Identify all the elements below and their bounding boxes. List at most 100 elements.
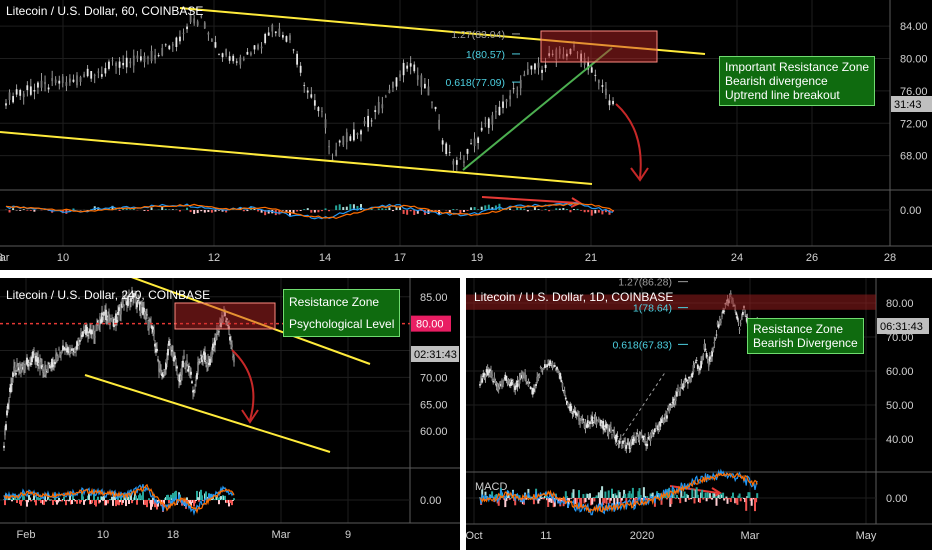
macd-histogram-bar [604, 491, 607, 498]
macd-histogram-bar [540, 498, 543, 500]
candle-body [274, 31, 277, 34]
macd-histogram-bar [384, 208, 387, 210]
candle-body [550, 364, 553, 366]
candle-body [349, 136, 352, 141]
macd-histogram-bar [514, 498, 517, 506]
candle-body [413, 64, 416, 72]
macd-histogram-bar [532, 498, 535, 505]
macd-histogram-bar [484, 491, 487, 498]
macd-histogram-bar [729, 498, 732, 503]
candle-body [491, 374, 493, 377]
macd-histogram-bar [685, 493, 688, 498]
macd-histogram-bar [142, 491, 144, 500]
candle-body [221, 53, 224, 58]
macd-histogram-bar [702, 498, 705, 500]
candle-body [246, 51, 249, 55]
candle-body [573, 45, 575, 48]
candle-body [338, 140, 341, 143]
chart-60m-svg[interactable]: 1.27(83.04) 1(80.57) 0.618(77.09) 84.00 80.0… [0, 0, 932, 270]
candle-body [531, 388, 534, 395]
macd-histogram-bar [122, 500, 124, 503]
candle-body [79, 340, 81, 342]
macd-histogram-bar [68, 500, 70, 502]
macd-histogram-bar [200, 210, 203, 212]
candle-body [704, 348, 707, 351]
candle-body [72, 79, 75, 82]
candle-body [60, 353, 62, 355]
candle-body [58, 80, 61, 84]
candle-body [591, 416, 594, 425]
candle-body [83, 74, 85, 78]
macd-histogram-bar [72, 208, 75, 210]
macd-histogram-bar [724, 498, 727, 499]
annotation-box: Important Resistance Zone Bearish diverg… [719, 56, 876, 106]
candle-body [566, 400, 568, 405]
candle-body [722, 310, 724, 314]
candle-body [186, 26, 188, 30]
price-tag: 31:43 [894, 99, 922, 111]
candle-body [541, 369, 544, 371]
candle-body [523, 74, 526, 77]
candle-body [25, 362, 27, 366]
macd-histogram-bar [395, 206, 398, 210]
candle-body [138, 301, 140, 302]
candle-body [151, 325, 153, 329]
candle-body [367, 115, 369, 128]
candle-body [612, 100, 614, 105]
candle-body [558, 48, 561, 55]
chart-240m-svg[interactable]: 80.0085.0075.0070.0065.0060.000.00Feb101… [0, 278, 460, 550]
candle-body [93, 330, 95, 339]
candle-body [18, 367, 20, 371]
candle-body [572, 411, 575, 413]
candle-body [517, 382, 520, 384]
macd-histogram-bar [399, 206, 402, 210]
candle-body [578, 414, 580, 421]
candle-body [61, 76, 64, 84]
macd-histogram-bar [120, 495, 122, 500]
macd-histogram-bar [627, 493, 630, 498]
candle-body [558, 373, 561, 376]
macd-histogram-bar [260, 210, 263, 213]
chart-1d-svg[interactable]: 1.27(86.28) 1(78.64) 0.618(67.83) MACD 80.00… [466, 278, 932, 550]
candle-body [90, 329, 92, 335]
candle-body [69, 347, 71, 354]
candle-body [652, 432, 655, 435]
candle-body [740, 317, 743, 320]
candle-body [568, 406, 570, 408]
macd-histogram-bar [217, 497, 219, 500]
candle-body [562, 54, 565, 59]
candle-body [242, 59, 245, 60]
annotation-text: Resistance Zone [289, 295, 380, 309]
candle-body [144, 311, 146, 314]
candle-body [173, 357, 175, 362]
candle-body [721, 315, 723, 317]
candle-body [540, 367, 543, 372]
candle-body [29, 360, 31, 362]
y-tick-label: 85.00 [420, 292, 448, 304]
macd-histogram-bar [33, 210, 36, 212]
macd-histogram-bar [420, 210, 423, 211]
candle-body [206, 363, 208, 366]
candle-body [640, 434, 643, 438]
macd-histogram-bar [115, 209, 118, 210]
candle-body [698, 368, 700, 371]
macd-histogram-bar [674, 498, 677, 499]
candle-body [47, 365, 49, 373]
candle-body [231, 344, 233, 348]
macd-histogram-bar [628, 490, 631, 498]
candle-body [503, 378, 506, 382]
candle-body [608, 428, 611, 432]
candle-body [63, 348, 65, 350]
macd-histogram-bar [85, 499, 87, 500]
candle-body [39, 359, 41, 369]
macd-histogram-bar [466, 210, 469, 211]
candle-body [51, 78, 54, 82]
macd-histogram-bar [10, 499, 12, 500]
candle-body [536, 376, 539, 383]
macd-histogram-bar [107, 207, 110, 210]
macd-histogram-bar [601, 210, 604, 215]
candle-body [140, 56, 142, 61]
candle-body [492, 381, 495, 383]
candle-body [89, 329, 91, 333]
candle-body [677, 388, 679, 392]
